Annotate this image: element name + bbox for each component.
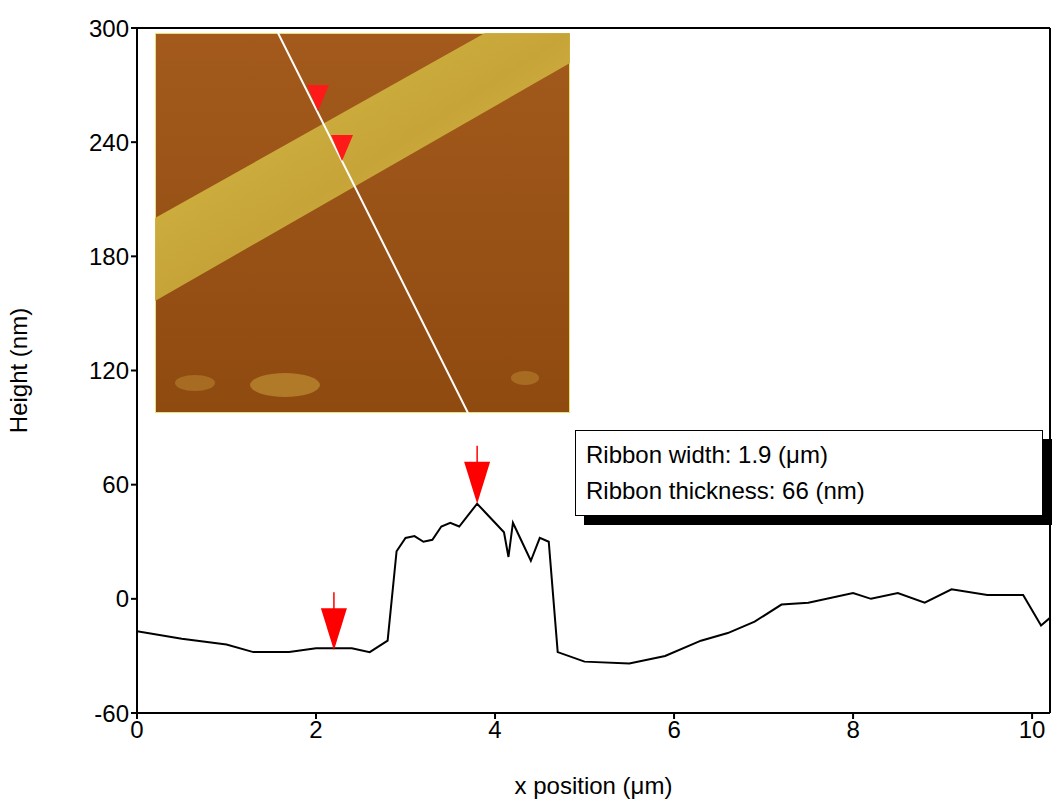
svg-text:4: 4 [488, 716, 501, 743]
svg-text:180: 180 [89, 243, 129, 270]
svg-text:-60: -60 [94, 700, 129, 727]
svg-text:300: 300 [89, 15, 129, 42]
svg-text:120: 120 [89, 357, 129, 384]
html-text:Ribbon width: 1.9 (μm): Ribbon width: 1.9 (μm) [586, 441, 828, 468]
svg-text:8: 8 [846, 716, 859, 743]
html-text:Ribbon thickness: 66 (nm): Ribbon thickness: 66 (nm) [586, 477, 865, 504]
svg-text:10: 10 [1019, 716, 1046, 743]
svg-text:0: 0 [130, 716, 143, 743]
svg-text:Height (nm): Height (nm) [5, 308, 32, 433]
svg-text:x position (μm): x position (μm) [515, 772, 673, 799]
svg-text:240: 240 [89, 129, 129, 156]
svg-text:0: 0 [116, 585, 129, 612]
svg-text:6: 6 [667, 716, 680, 743]
svg-text:2: 2 [309, 716, 322, 743]
svg-text:60: 60 [102, 471, 129, 498]
